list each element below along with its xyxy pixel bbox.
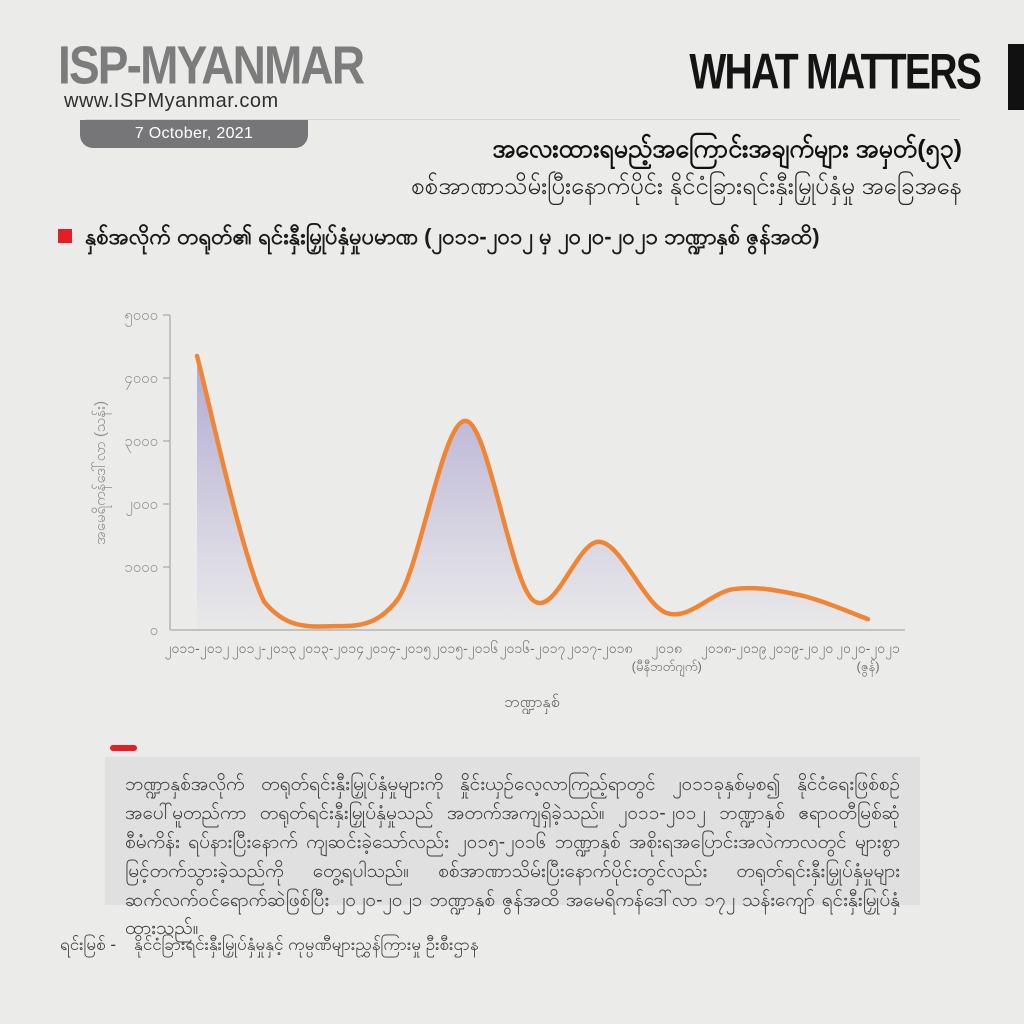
summary-box: ဘဏ္ဍာနှစ်အလိုက် တရုတ်ရင်းနှီးမြှုပ်နှံမှ…: [105, 757, 920, 939]
isp-myanmar-logo: ISP-MYANMAR: [58, 35, 365, 96]
summary-paragraph: ဘဏ္ဍာနှစ်အလိုက် တရုတ်ရင်းနှီးမြှုပ်နှံမှ…: [125, 774, 900, 940]
trend-line: [194, 353, 871, 629]
chart-heading-row: နှစ်အလိုက် တရုတ်၏ ရင်းနှီးမြှုပ်နှံမှုပမ…: [58, 222, 820, 255]
y-tick-label: ၅၀၀၀: [124, 307, 158, 327]
x-tick-label: ၂၀၁၄-၂၀၁၅: [365, 640, 431, 659]
doc-title-line2: စစ်အာဏာသိမ်းပြီးနောက်ပိုင်း နိုင်ငံခြားရ…: [411, 173, 962, 200]
source-line: ရင်းမြစ် - နိုင်ငံခြားရင်းနှီးမြှုပ်နှံမှ…: [60, 934, 479, 959]
y-tick-label: ၁၀၀၀: [124, 559, 158, 576]
x-tick-label: ၂၀၁၈-၂၀၁၉: [701, 640, 767, 659]
red-square-bullet-icon: [58, 229, 72, 243]
date-badge: 7 October, 2021: [80, 120, 308, 148]
summary-accent-dash: [110, 745, 137, 751]
x-tick-label: ၂၀၁၈: [651, 640, 682, 659]
what-matters-title: WHAT MATTERS: [689, 43, 982, 100]
x-tick-sublabel: (ဇွန်): [856, 659, 879, 677]
y-tick-label: ၃၀၀၀: [124, 433, 158, 453]
x-axis-title: ဘဏ္ဍာနှစ်: [504, 693, 559, 714]
y-tick-label: ၂၀၀၀: [125, 496, 158, 516]
x-tick-label: ၂၀၁၂-၂၀၁၃: [232, 640, 297, 659]
chart-heading: နှစ်အလိုက် တရုတ်၏ ရင်းနှီးမြှုပ်နှံမှုပမ…: [85, 224, 820, 249]
x-tick-label: ၂၀၂၀-၂၀၂၁: [836, 640, 900, 659]
china-investment-area-chart: ၀၁၀၀၀၂၀၀၀၃၀၀၀၄၀၀၀၅၀၀၀၂၀၁၁-၂၀၁၂ ၂၀၁၂-၂၀၁၃၂…: [91, 307, 905, 714]
website-url: www.ISPMyanmar.com: [64, 90, 279, 112]
source-text: နိုင်ငံခြားရင်းနှီးမြှုပ်နှံမှုနှင့် ကုမ…: [134, 935, 479, 954]
y-tick-label: ၄၀၀၀: [124, 370, 158, 390]
x-tick-label: ၂၀၁၅-၂၀၁၆: [433, 640, 499, 659]
x-tick-label: ၂၀၁၁-၂၀၁၂: [165, 640, 230, 659]
x-tick-label: ၂၀၁၇-၂၀၁၈: [567, 640, 633, 659]
y-tick-label: ၀: [150, 622, 158, 639]
x-tick-label: ၂၀၁၆-၂၀၁၇: [500, 640, 566, 659]
doc-title-line1: အလေးထားရမည့်အကြောင်းအချက်များ အမှတ်(၅၃): [492, 135, 962, 163]
x-tick-label: ၂၀၁၉-၂၀၂၀: [769, 640, 834, 659]
source-label: ရင်းမြစ် -: [60, 935, 117, 954]
x-tick-sublabel: (မီနီဘတ်ဂျက်): [632, 659, 702, 677]
black-accent-bar: [1008, 44, 1024, 110]
header-divider: [85, 119, 960, 120]
y-axis-title: အမေရိကန်ဒေါ်လာ (သန်း): [91, 401, 112, 545]
x-tick-label: ၂၀၁၃-၂၀၁၄: [298, 640, 364, 659]
